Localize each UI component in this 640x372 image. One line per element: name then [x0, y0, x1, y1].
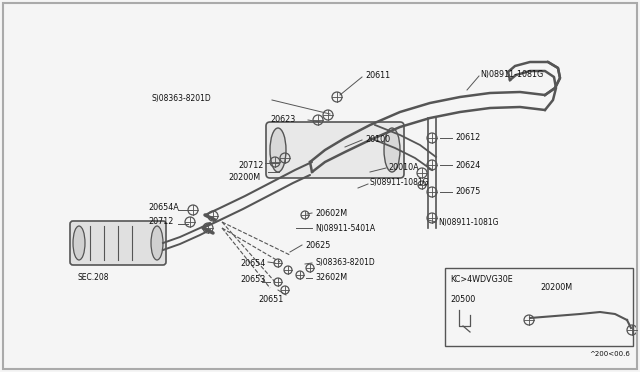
Text: ^200<00.6: ^200<00.6	[589, 351, 630, 357]
Text: 20200M: 20200M	[228, 173, 260, 183]
Text: 20500: 20500	[450, 295, 476, 305]
Text: 20654: 20654	[240, 259, 265, 267]
Text: 20712: 20712	[238, 160, 264, 170]
Text: 20612: 20612	[455, 134, 480, 142]
Text: 20653: 20653	[240, 276, 265, 285]
Text: 20675: 20675	[455, 187, 481, 196]
Text: 32602M: 32602M	[315, 273, 347, 282]
Text: 20611: 20611	[365, 71, 390, 80]
Text: 20602M: 20602M	[315, 208, 347, 218]
Text: 20623: 20623	[270, 115, 295, 125]
Bar	[445, 268, 633, 346]
Text: 20100: 20100	[365, 135, 390, 144]
Text: N)08911-5401A: N)08911-5401A	[315, 224, 375, 232]
Text: KC>4WDVG30E: KC>4WDVG30E	[450, 276, 513, 285]
Text: S)08363-8201D: S)08363-8201D	[152, 93, 212, 103]
Ellipse shape	[384, 128, 400, 172]
Text: 20651: 20651	[258, 295, 284, 305]
Ellipse shape	[151, 226, 163, 260]
Ellipse shape	[73, 226, 85, 260]
Text: 20712: 20712	[148, 218, 173, 227]
Text: 20625: 20625	[305, 241, 330, 250]
Text: N)08911-1081G: N)08911-1081G	[438, 218, 499, 227]
FancyBboxPatch shape	[70, 221, 166, 265]
Text: 20654A: 20654A	[148, 203, 179, 212]
Text: 20010A: 20010A	[388, 164, 419, 173]
Text: 20624: 20624	[455, 160, 480, 170]
Ellipse shape	[270, 128, 286, 172]
Text: N)08911-1081G: N)08911-1081G	[480, 71, 543, 80]
Text: S)08363-8201D: S)08363-8201D	[315, 259, 375, 267]
Text: SEC.208: SEC.208	[78, 273, 109, 282]
FancyBboxPatch shape	[266, 122, 404, 178]
Text: S)08911-1081G: S)08911-1081G	[370, 179, 429, 187]
Text: 20200M: 20200M	[540, 283, 572, 292]
